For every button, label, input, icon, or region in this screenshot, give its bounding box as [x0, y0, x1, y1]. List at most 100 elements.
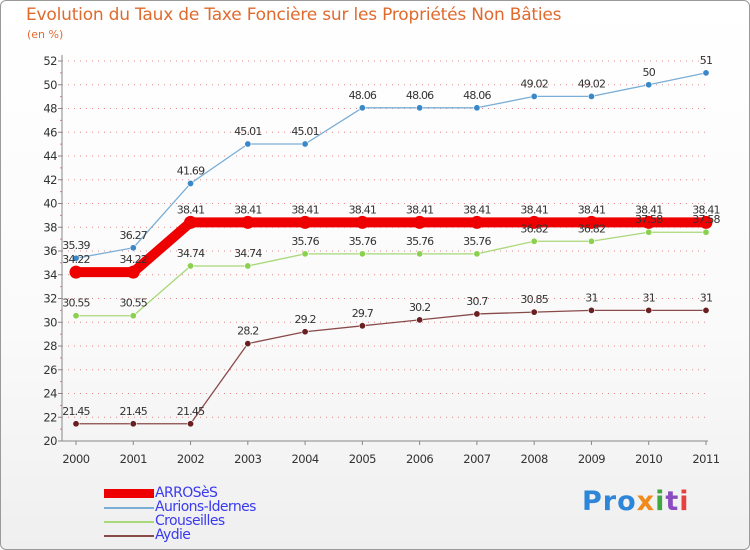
x-tick-label: 2011 [692, 452, 719, 466]
unit-label: (en %) [27, 28, 64, 41]
data-point [301, 140, 309, 148]
data-point [298, 215, 312, 229]
data-point [187, 420, 195, 428]
data-label: 29.7 [352, 307, 374, 320]
data-point [645, 81, 653, 89]
data-label: 38.41 [177, 203, 205, 216]
y-tick-label: 48 [43, 102, 57, 116]
data-point [241, 215, 255, 229]
data-point [244, 140, 252, 148]
x-tick-label: 2007 [463, 452, 490, 466]
data-point [244, 262, 252, 270]
y-tick-label: 44 [43, 149, 57, 163]
data-label: 30.55 [62, 297, 90, 310]
data-label: 21.45 [177, 405, 205, 418]
y-tick-label: 30 [43, 315, 57, 329]
data-label: 35.76 [291, 235, 319, 248]
data-label: 36.82 [578, 222, 606, 235]
data-label: 29.2 [294, 313, 315, 326]
data-label: 31 [700, 291, 712, 304]
data-label: 35.76 [463, 235, 491, 248]
data-label: 31 [643, 291, 655, 304]
data-label: 30.7 [466, 295, 488, 308]
data-point [416, 250, 424, 258]
legend: ARROSèS Aurions-Idernes Crouseilles Aydi… [104, 485, 364, 543]
data-point [301, 250, 309, 258]
data-point [587, 306, 595, 314]
legend-item-arroses[interactable]: ARROSèS [104, 485, 364, 501]
y-tick-label: 24 [43, 387, 57, 401]
y-tick-label: 50 [43, 78, 57, 92]
data-point [530, 308, 538, 316]
data-label: 37.58 [635, 213, 663, 226]
data-point [358, 104, 366, 112]
y-tick-label: 34 [43, 268, 57, 282]
data-label: 38.41 [291, 203, 319, 216]
series-line-0 [71, 217, 711, 278]
data-point [413, 215, 427, 229]
data-point [416, 316, 424, 324]
series-line-3 [75, 309, 707, 425]
data-point [473, 250, 481, 258]
series-line-1 [75, 72, 707, 259]
data-point [129, 244, 137, 252]
data-point [301, 328, 309, 336]
data-point [72, 312, 80, 320]
data-label: 45.01 [291, 125, 319, 138]
data-label: 36.82 [520, 222, 548, 235]
data-point [72, 254, 80, 262]
data-point [702, 69, 710, 77]
x-tick-label: 2010 [635, 452, 662, 466]
series-line-2 [75, 231, 707, 317]
data-label: 45.01 [234, 125, 262, 138]
proxiti-logo: Proxiti [582, 486, 690, 517]
data-label: 28.2 [237, 325, 258, 338]
legend-label-aurions-idernes: Aurions-Idernes [155, 499, 256, 515]
data-point [642, 215, 656, 229]
x-tick-label: 2006 [406, 452, 433, 466]
data-label: 21.45 [120, 405, 148, 418]
data-point [470, 215, 484, 229]
legend-item-crouseilles[interactable]: Crouseilles [104, 513, 364, 529]
data-label: 38.41 [349, 203, 377, 216]
data-label: 30.85 [520, 293, 548, 306]
data-point [587, 237, 595, 245]
data-label: 38.41 [463, 203, 491, 216]
data-point [355, 215, 369, 229]
y-tick-label: 38 [43, 220, 57, 234]
legend-swatch-aurions-idernes [104, 507, 154, 509]
data-label: 38.41 [234, 203, 262, 216]
data-label: 38.41 [635, 203, 663, 216]
data-point [530, 92, 538, 100]
chart-title: Evolution du Taux de Taxe Foncière sur l… [26, 5, 562, 25]
data-label: 48.06 [463, 89, 491, 102]
data-label: 21.45 [62, 405, 90, 418]
data-point [527, 215, 541, 229]
data-point [358, 250, 366, 258]
y-tick-label: 20 [43, 434, 57, 448]
data-label: 50 [643, 66, 656, 79]
legend-item-aurions-idernes[interactable]: Aurions-Idernes [104, 499, 364, 515]
data-label: 41.69 [177, 164, 205, 177]
data-point [584, 215, 598, 229]
data-label: 35.39 [62, 239, 90, 252]
data-label: 36.27 [120, 229, 148, 242]
data-point [244, 340, 252, 348]
data-label: 38.41 [578, 203, 606, 216]
y-tick-label: 40 [43, 197, 57, 211]
data-point [129, 312, 137, 320]
data-label: 34.22 [62, 253, 90, 266]
legend-swatch-crouseilles [104, 521, 154, 523]
x-tick-label: 2001 [120, 452, 147, 466]
data-label: 48.06 [349, 89, 377, 102]
data-point [699, 215, 713, 229]
data-label: 34.22 [120, 253, 148, 266]
x-tick-label: 2009 [578, 452, 605, 466]
data-label: 30.55 [120, 297, 148, 310]
legend-item-aydie[interactable]: Aydie [104, 527, 364, 543]
data-point [416, 104, 424, 112]
y-tick-label: 22 [43, 410, 57, 424]
legend-label-aydie: Aydie [155, 527, 191, 543]
x-tick-label: 2000 [62, 452, 89, 466]
data-point [645, 228, 653, 236]
